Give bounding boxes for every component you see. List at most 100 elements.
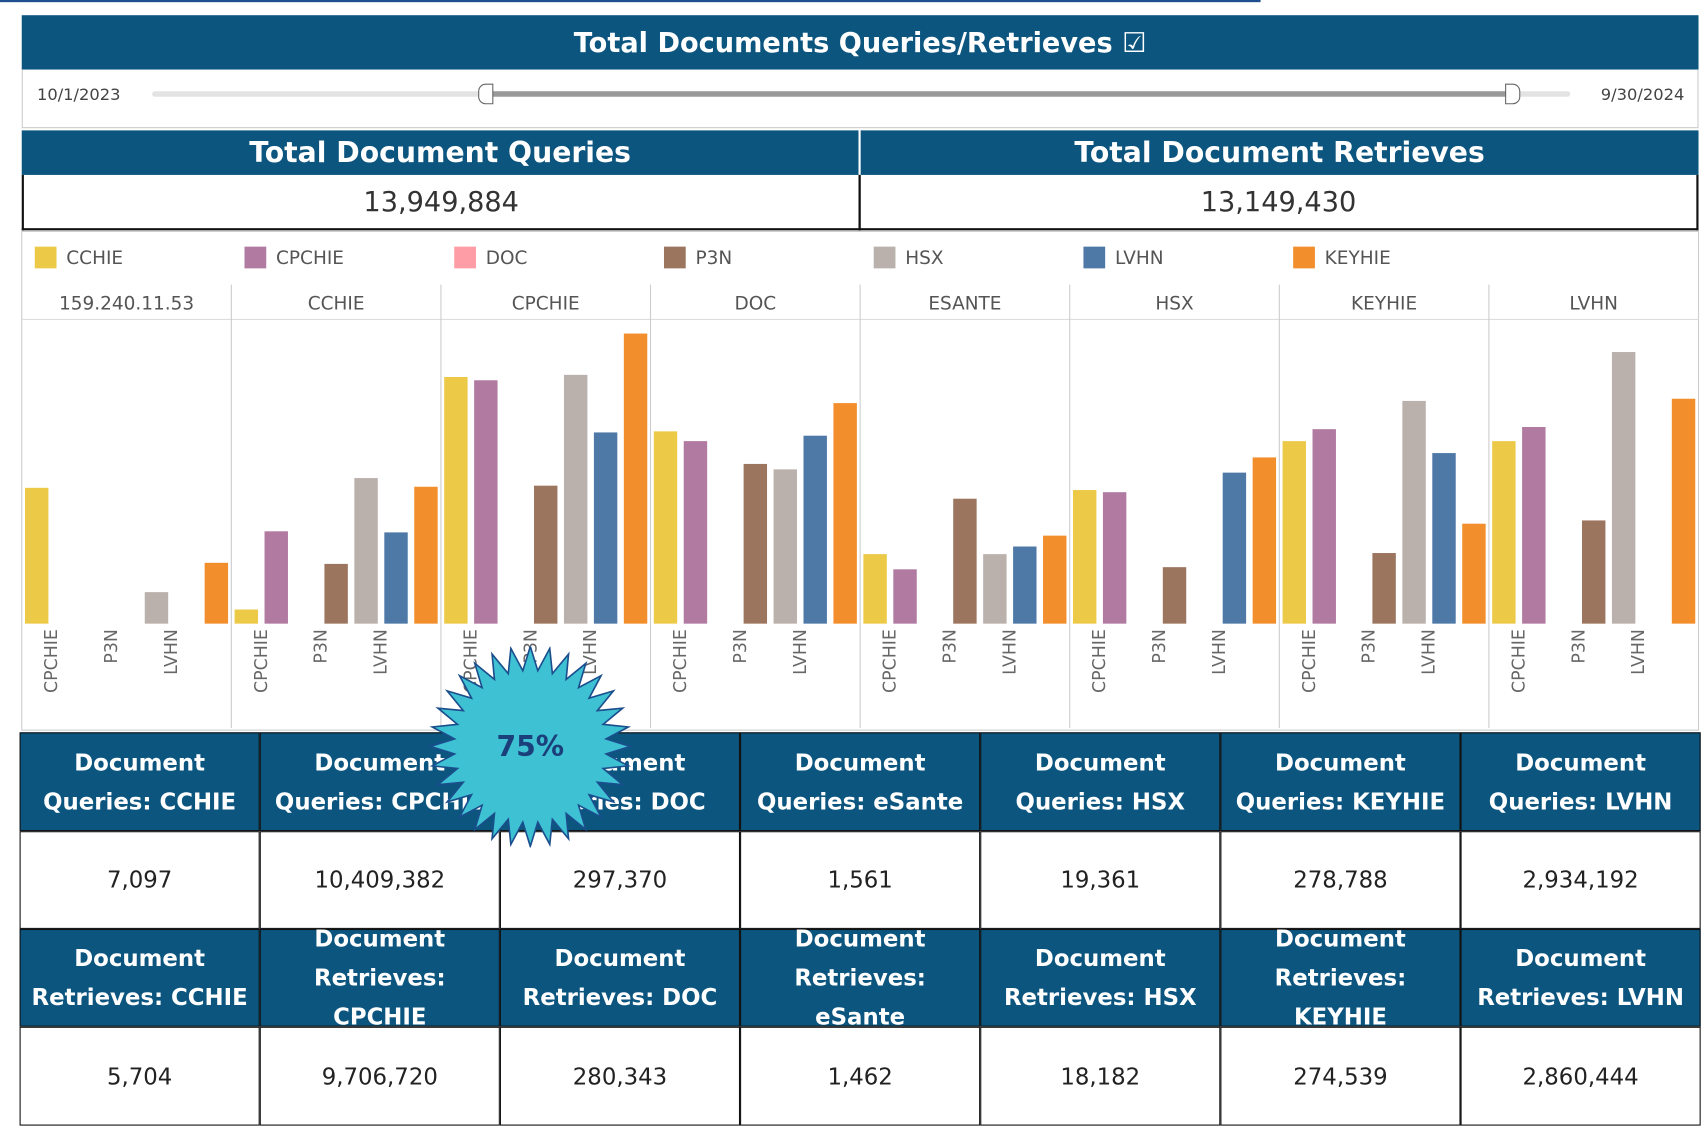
total-value: 13,149,430 <box>858 174 1699 231</box>
bar <box>534 485 558 624</box>
legend-label: HSX <box>905 248 944 269</box>
table-value-cell: 5,704 <box>19 1026 260 1126</box>
bar <box>623 333 648 624</box>
bar <box>1222 472 1247 624</box>
bar <box>1492 441 1516 624</box>
panel-label: CPCHIE <box>512 294 580 315</box>
bar <box>24 487 49 624</box>
bar <box>743 463 768 624</box>
bar <box>234 609 259 624</box>
panel-label: CCHIE <box>308 294 365 315</box>
legend-label: KEYHIE <box>1325 248 1391 269</box>
panel-label: LVHN <box>1569 294 1618 315</box>
x-tick-label: CPCHIE <box>1090 629 1110 693</box>
bar <box>1462 523 1486 624</box>
badge-star <box>427 646 634 848</box>
table-value-cell: 9,706,720 <box>259 1026 500 1126</box>
x-tick-label: LVHN <box>1000 629 1020 675</box>
x-tick-label: LVHN <box>1629 629 1649 675</box>
table-header-cell: Document Retrieves: eSante <box>740 926 981 1030</box>
legend-swatch <box>244 246 267 269</box>
table-header-cell: Document Queries: HSX <box>980 732 1221 832</box>
bar <box>563 374 588 624</box>
bar <box>833 403 857 624</box>
table-header-cell: Document Retrieves: DOC <box>499 928 741 1027</box>
bar <box>1013 546 1037 624</box>
bar <box>324 563 348 624</box>
bar <box>863 554 887 624</box>
badge: 75% <box>427 646 634 848</box>
legend-swatch <box>34 246 57 269</box>
bar <box>593 432 618 624</box>
bar <box>893 569 917 624</box>
bar <box>354 478 378 624</box>
top-rule <box>0 0 1261 3</box>
x-tick-label: P3N <box>312 629 332 664</box>
bar <box>384 532 408 624</box>
panel-label: DOC <box>734 294 776 315</box>
x-tick-label: P3N <box>521 629 541 664</box>
bar <box>1671 398 1696 624</box>
table-value-cell: 1,561 <box>740 831 981 929</box>
legend-swatch <box>1083 246 1106 269</box>
slider-handle[interactable] <box>1505 83 1521 105</box>
table-value-cell: 280,343 <box>499 1026 741 1126</box>
bar <box>1402 400 1426 624</box>
x-tick-label: CPCHIE <box>1509 629 1529 693</box>
x-tick-label: P3N <box>731 629 751 664</box>
bar <box>1162 567 1187 624</box>
total-label: Total Document Retrieves <box>860 130 1699 175</box>
bar <box>414 486 438 624</box>
table-header-cell: Document Queries: KEYHIE <box>1220 732 1461 832</box>
summary-table: Document Queries: CCHIE Document Queries:… <box>19 732 1701 1126</box>
panel-label: ESANTE <box>928 294 1001 315</box>
legend-label: DOC <box>486 248 528 269</box>
x-tick-label: CPCHIE <box>252 629 272 693</box>
table-value-cell: 1,462 <box>740 1026 981 1126</box>
bar <box>1043 535 1067 624</box>
bar <box>474 380 498 624</box>
x-tick-label: LVHN <box>1210 629 1230 675</box>
x-tick-label: LVHN <box>791 629 811 675</box>
x-tick-label: LVHN <box>1420 629 1440 675</box>
table-value-cell: 278,788 <box>1220 831 1461 929</box>
slider-start: 10/1/2023 <box>36 84 121 105</box>
bar <box>953 498 977 624</box>
table-value-cell: 19,361 <box>980 831 1221 929</box>
table-value-cell: 10,409,382 <box>259 831 500 929</box>
x-tick-label: P3N <box>1150 629 1170 664</box>
legend-swatch <box>873 246 896 269</box>
bar <box>1582 520 1606 624</box>
table-value-cell: 297,370 <box>499 831 741 929</box>
table-value-cell: 2,934,192 <box>1460 831 1701 929</box>
legend-label: LVHN <box>1115 248 1164 269</box>
chart-frame <box>21 230 1700 731</box>
bar <box>983 554 1007 624</box>
bar <box>1372 553 1396 624</box>
slider-handle[interactable] <box>478 83 494 105</box>
bar <box>1282 441 1306 624</box>
x-tick-label: P3N <box>1360 629 1380 664</box>
slider-range[interactable] <box>485 91 1513 97</box>
table-value-cell: 2,860,444 <box>1460 1026 1701 1126</box>
x-tick-label: P3N <box>102 629 122 664</box>
bar <box>683 441 708 624</box>
bar <box>803 435 827 624</box>
bar <box>1072 490 1097 624</box>
x-tick-label: CPCHIE <box>42 629 62 693</box>
table-value-cell: 274,539 <box>1220 1026 1461 1126</box>
bar <box>1252 457 1277 624</box>
table-value-cell: 7,097 <box>19 831 260 929</box>
bar <box>1432 453 1456 624</box>
x-tick-label: CPCHIE <box>461 629 481 693</box>
slider-panel <box>21 69 1699 129</box>
table-header-cell: Document Retrieves: CPCHIE <box>259 926 500 1030</box>
table-header-cell: Document Queries: eSante <box>740 732 981 832</box>
bar <box>653 431 678 624</box>
badge-label: 75% <box>496 730 564 763</box>
legend-swatch <box>1293 246 1315 269</box>
x-tick-label: CPCHIE <box>1300 629 1320 693</box>
table-header-cell: Document Queries: CCHIE <box>19 732 260 832</box>
bar <box>204 562 229 624</box>
x-tick-label: CPCHIE <box>881 629 901 693</box>
